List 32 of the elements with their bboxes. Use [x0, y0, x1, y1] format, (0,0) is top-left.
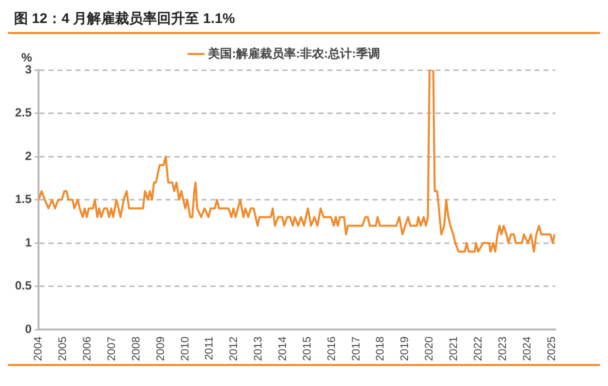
x-tick-label: 2007 — [106, 336, 118, 362]
x-tick-label: 2017 — [350, 336, 362, 362]
x-tick-label: 2010 — [179, 336, 192, 362]
x-tick-label: 2015 — [301, 336, 314, 362]
y-tick-label: 2.5 — [14, 106, 32, 120]
x-tick-label: 2018 — [374, 336, 387, 362]
x-tick-label: 2022 — [472, 336, 484, 362]
x-tick-label: 2009 — [154, 336, 167, 362]
x-tick-label: 2006 — [82, 336, 94, 362]
y-tick-label: 1 — [24, 235, 32, 250]
y-tick-label: 0.5 — [14, 278, 32, 293]
x-tick-label: 2019 — [399, 336, 412, 362]
x-tick-label: 2025 — [546, 336, 558, 362]
x-tick-label: 2021 — [448, 336, 460, 362]
chart-title: 图 12：4 月解雇裁员率回升至 1.1% — [8, 8, 600, 34]
y-tick-label: 1.5 — [14, 192, 32, 206]
x-tick-label: 2004 — [32, 336, 45, 362]
x-tick-label: 2012 — [228, 336, 240, 362]
x-tick-label: 2011 — [204, 336, 216, 360]
x-tick-label: 2008 — [130, 336, 142, 362]
y-tick-label: 0 — [24, 322, 32, 336]
y-tick-label: 2 — [24, 148, 32, 163]
x-tick-label: 2016 — [326, 336, 338, 362]
x-tick-label: 2013 — [252, 336, 265, 362]
legend-label: 美国:解雇裁员率:非农:总计:季调 — [207, 46, 380, 60]
y-axis-title: % — [21, 50, 32, 64]
x-tick-label: 2023 — [496, 336, 509, 362]
x-tick-label: 2024 — [521, 336, 534, 362]
x-tick-label: 2005 — [57, 336, 70, 362]
y-tick-label: 3 — [24, 62, 32, 76]
x-tick-label: 2020 — [424, 336, 436, 362]
x-tick-label: 2014 — [277, 336, 290, 362]
